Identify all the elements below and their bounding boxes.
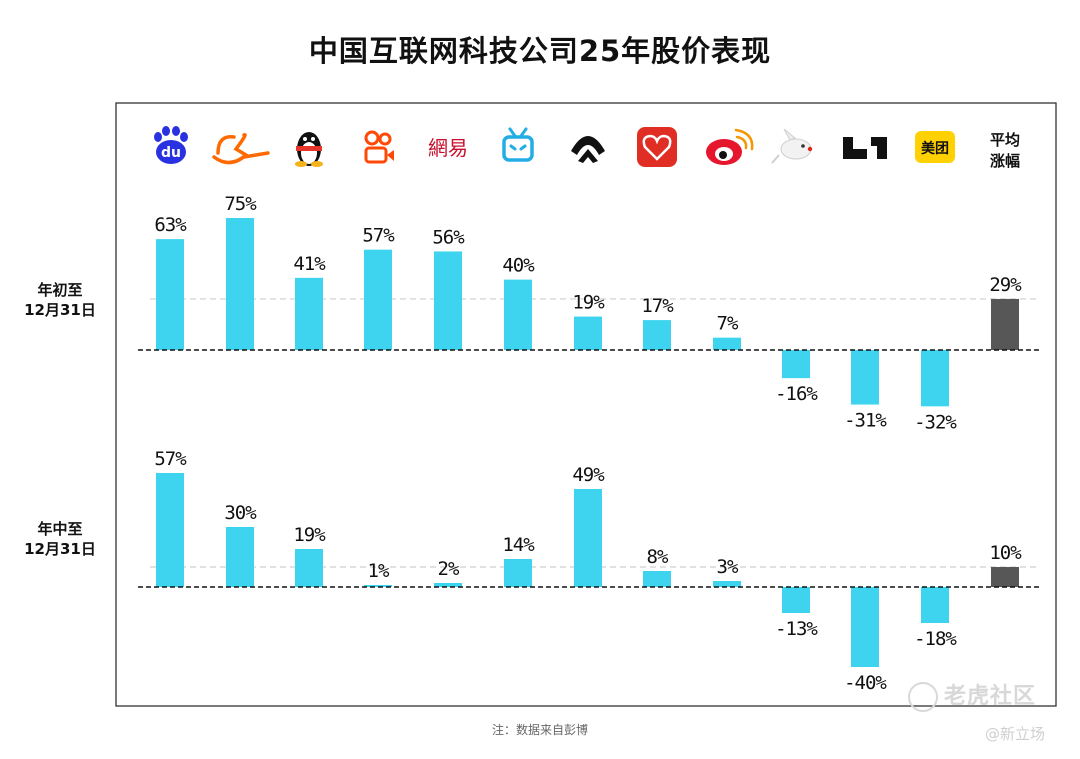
bar [574, 316, 602, 350]
watermark-credit: @新立场 [985, 725, 1046, 743]
svg-text:美团: 美团 [921, 140, 949, 157]
baidu-icon: du [154, 126, 188, 164]
bar [364, 585, 392, 587]
bar [782, 350, 810, 379]
bar [713, 337, 741, 350]
average-data-label: 29% [989, 274, 1022, 296]
data-label: -13% [775, 618, 818, 640]
bar [504, 279, 532, 350]
tiger-logo-icon [908, 682, 938, 712]
bar [574, 489, 602, 587]
svg-text:網易: 網易 [428, 136, 468, 160]
row-label-ytd-line2: 12月31日 [24, 301, 96, 319]
data-label: 63% [154, 214, 187, 236]
data-label: 30% [224, 502, 257, 524]
bar [434, 251, 462, 350]
bar [226, 527, 254, 587]
data-label: 7% [717, 313, 739, 335]
bilibili-icon [502, 127, 534, 162]
data-label: 3% [717, 556, 739, 578]
svg-text:du: du [161, 145, 181, 161]
footnote: 注：数据来自彭博 [491, 723, 588, 737]
alibaba-icon [212, 133, 270, 165]
average-data-label: 10% [989, 542, 1022, 564]
data-label: 19% [293, 524, 326, 546]
data-label: 40% [502, 255, 535, 277]
company-logo-row: du 網易 美团 [154, 126, 955, 167]
bar [226, 218, 254, 350]
meituan-icon: 美团 [915, 131, 955, 163]
bar [295, 549, 323, 587]
h2-panel: 57% 30% 19% 1% 2% 14% 49% 8% 3% -13% -40% -18% 10% [138, 448, 1040, 694]
data-label: 8% [647, 546, 669, 568]
chart-frame [115, 102, 1057, 707]
bar [434, 583, 462, 587]
bar [295, 277, 323, 350]
data-label: 41% [293, 253, 326, 275]
weibo-icon [706, 128, 754, 165]
data-label: 75% [224, 193, 257, 215]
row-label-ytd: 年初至 12月31日 [8, 280, 112, 320]
bar [156, 473, 184, 587]
average-bar [991, 298, 1019, 350]
data-label: -32% [914, 411, 957, 433]
data-label: 57% [362, 225, 395, 247]
watermark-brand: 老虎社区 [908, 678, 1036, 712]
bar [504, 559, 532, 587]
bar [713, 581, 741, 587]
bar [643, 320, 671, 350]
bar [851, 587, 879, 667]
bar [851, 350, 879, 405]
kuaishou-icon [364, 130, 394, 164]
data-label: 56% [432, 226, 465, 248]
bar [156, 239, 184, 350]
data-label: -40% [844, 672, 887, 694]
row-label-ytd-line1: 年初至 [37, 281, 83, 299]
data-label: 57% [154, 448, 187, 470]
data-label: 14% [502, 534, 535, 556]
data-label: 19% [572, 292, 605, 314]
average-bar [991, 567, 1019, 587]
row-label-h2-line2: 12月31日 [24, 540, 96, 558]
data-label: -16% [775, 383, 818, 405]
watermark-brand-text: 老虎社区 [944, 684, 1037, 709]
avg-header-line: 平均 [990, 131, 1020, 149]
pinduoduo-icon [637, 127, 677, 167]
data-label: 17% [641, 295, 674, 317]
bar [643, 571, 671, 587]
ytd-panel: 63% 75% 41% 57% 56% 40% 19% 17% 7% -16% -31% -32% 29… [138, 193, 1040, 433]
bar [921, 350, 949, 407]
data-label: 1% [368, 560, 390, 582]
data-label: 49% [572, 464, 605, 486]
tencent-qq-penguin-icon [295, 132, 323, 167]
data-label: -31% [844, 410, 887, 432]
chart-title: 中国互联网科技公司25年股价表现 [308, 34, 772, 68]
netease-icon: 網易 [428, 136, 468, 160]
data-label: -18% [914, 628, 957, 650]
bar [782, 587, 810, 613]
avg-header-line: 涨幅 [990, 152, 1020, 170]
bar [921, 587, 949, 623]
row-label-h2: 年中至 12月31日 [8, 519, 112, 559]
bar [364, 249, 392, 350]
li-auto-icon [843, 137, 887, 159]
nio-icon [571, 136, 605, 163]
jd-dog-icon [771, 128, 813, 164]
data-label: 2% [438, 558, 460, 580]
row-label-h2-line1: 年中至 [37, 520, 83, 538]
